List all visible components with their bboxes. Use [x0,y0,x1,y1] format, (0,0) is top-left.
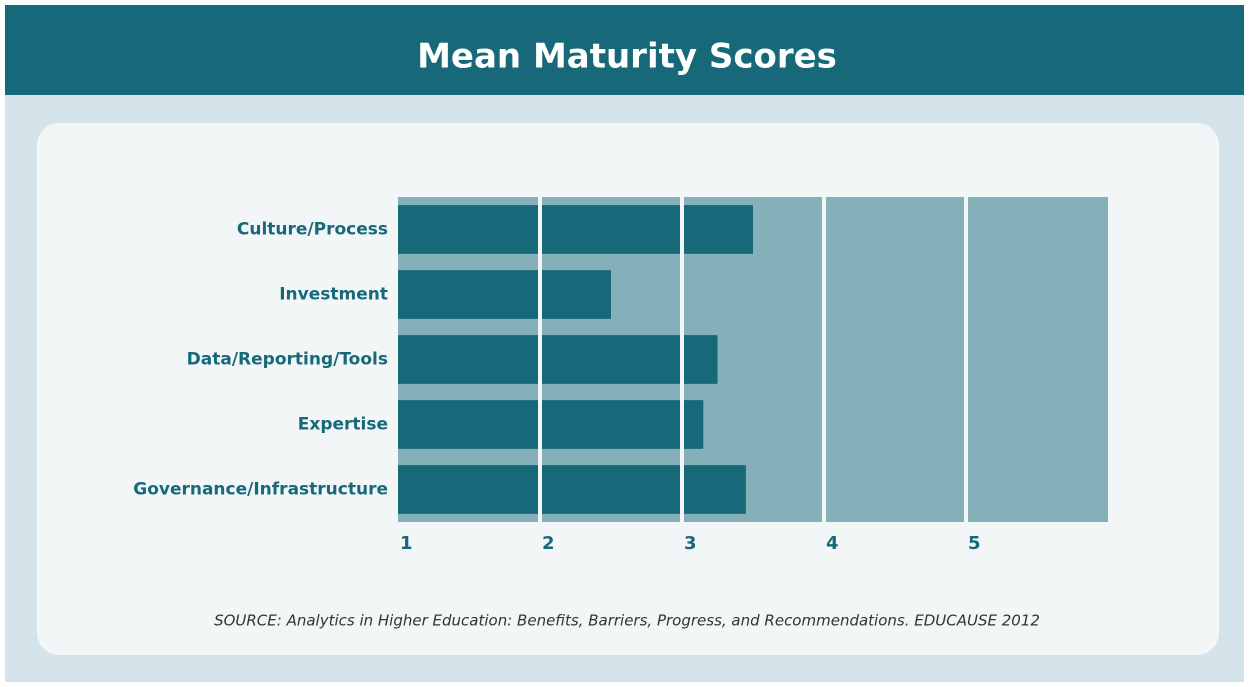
x-tick-label: 3 [684,533,697,554]
y-tick-label: Investment [279,285,388,305]
y-tick-label: Data/Reporting/Tools [187,350,388,370]
source: SOURCE: Analytics in Higher Education: B… [214,612,1040,630]
x-tick-label: 5 [968,533,981,554]
x-tick-label: 2 [542,533,555,554]
bar [398,465,746,514]
header [5,5,1244,95]
y-tick-label: Governance/Infrastructure [133,480,388,500]
bar [398,335,718,384]
y-tick-label: Expertise [298,415,388,435]
x-tick-label: 1 [400,533,413,554]
bar [398,400,704,449]
bar [398,205,753,254]
bar [398,270,611,319]
chart-title: Mean Maturity Scores [417,37,837,77]
y-tick-label: Culture/Process [237,220,388,240]
x-tick-label: 4 [826,533,839,554]
